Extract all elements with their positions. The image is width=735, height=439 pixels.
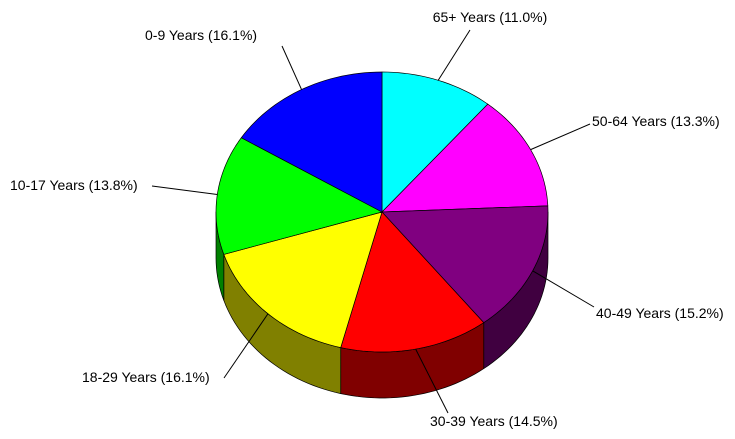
leader-line-6 [281, 45, 303, 90]
slice-label-3: 30-39 Years (14.5%) [430, 413, 558, 429]
slice-labels: 65+ Years (11.0%) 50-64 Years (13.3%) 40-4… [10, 9, 724, 429]
label-leader-lines [151, 29, 595, 414]
slice-label-5: 10-17 Years (13.8%) [10, 177, 138, 193]
slice-label-2: 40-49 Years (15.2%) [596, 305, 724, 321]
leader-line-5 [151, 185, 218, 195]
slice-3 [340, 211, 485, 353]
slice-5 [215, 137, 383, 255]
slice-label-1: 50-64 Years (13.3%) [592, 113, 720, 129]
slice-label-0: 65+ Years (11.0%) [433, 9, 548, 25]
leader-line-3 [415, 348, 449, 414]
slice-label-6: 0-9 Years (16.1%) [145, 27, 257, 43]
slice-6 [240, 71, 383, 213]
slice-label-4: 18-29 Years (16.1%) [82, 369, 210, 385]
leader-line-1 [530, 123, 591, 151]
leader-line-0 [437, 29, 471, 81]
pie-slices [215, 71, 549, 353]
leader-line-4 [223, 313, 269, 379]
leader-line-2 [532, 270, 595, 308]
slice-4 [223, 211, 383, 348]
